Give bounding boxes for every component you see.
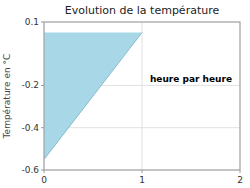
tick-label-y: -0.4 xyxy=(21,123,39,133)
annotation: heure par heure xyxy=(150,74,232,84)
area xyxy=(44,33,142,160)
tick-label-x: 2 xyxy=(237,175,243,185)
title: Evolution de la température xyxy=(65,4,220,17)
plot-frame xyxy=(44,22,240,170)
grid xyxy=(44,22,240,170)
grid-line-y xyxy=(44,127,240,128)
chart: 0 1 2 0.1 -0.2 -0.4 -0.6 heure par heure Evoluti… xyxy=(0,0,250,188)
marks xyxy=(44,33,142,160)
tick-x xyxy=(142,170,143,173)
tick-label-x: 0 xyxy=(41,175,47,185)
grid-line-x xyxy=(142,22,143,170)
line xyxy=(44,33,142,160)
y-axis-label: Température en °C xyxy=(2,54,12,140)
tick-y xyxy=(41,22,44,23)
tick-label-y: -0.6 xyxy=(21,165,39,175)
tick-label-y: -0.2 xyxy=(21,80,39,90)
axes: 0 1 2 0.1 -0.2 -0.4 -0.6 xyxy=(21,17,242,185)
tick-y xyxy=(41,85,44,86)
tick-y xyxy=(41,170,44,171)
tick-x xyxy=(240,170,241,173)
tick-y xyxy=(41,127,44,128)
tick-label-y: 0.1 xyxy=(25,17,39,27)
chart-container: 0 1 2 0.1 -0.2 -0.4 -0.6 heure par heure Evoluti… xyxy=(0,0,250,188)
tick-label-x: 1 xyxy=(139,175,145,185)
